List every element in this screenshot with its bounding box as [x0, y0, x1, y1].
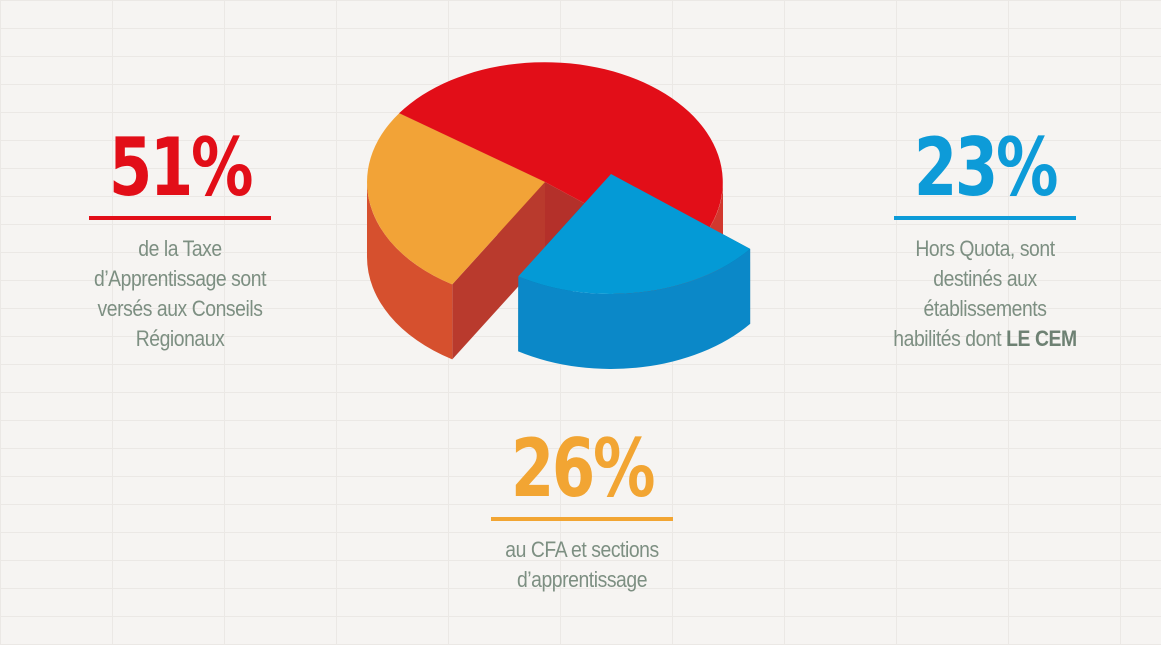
description-26: au CFA et sections d’apprentissage — [476, 535, 687, 595]
desc-line-last: habilités dont LE CEM — [877, 324, 1093, 354]
slice-top-1 — [518, 174, 751, 294]
desc-line: établissements — [923, 296, 1047, 321]
underline-23 — [894, 216, 1076, 220]
desc-line: Hors Quota, sont — [915, 236, 1055, 261]
slice-wall-2-0 — [452, 182, 545, 360]
desc-line: versés aux Conseils — [97, 296, 263, 321]
desc-line: au CFA et sections — [505, 537, 659, 562]
desc-line: destinés aux — [933, 266, 1037, 291]
percent-26: 26% — [510, 422, 656, 515]
slice-top-2 — [367, 113, 545, 285]
underline-51 — [89, 216, 271, 220]
desc-line: d’Apprentissage sont — [93, 266, 267, 291]
callout-23: 23% Hors Quota, sont destinés aux établi… — [862, 126, 1108, 354]
percent-23: 23% — [913, 121, 1059, 214]
callout-51: 51% de la Taxe d’Apprentissage sont vers… — [60, 126, 300, 354]
desc-line: Régionaux — [135, 326, 225, 351]
desc-line: de la Taxe — [138, 236, 222, 261]
callout-26: 26% au CFA et sections d’apprentissage — [462, 427, 702, 595]
desc-text: habilités dont — [893, 326, 1007, 351]
slice-side-1-0 — [518, 248, 751, 369]
description-23: Hors Quota, sont destinés aux établissem… — [877, 234, 1093, 354]
desc-line: d’apprentissage — [516, 567, 648, 592]
slice-side-2-0 — [367, 182, 453, 360]
percent-51: 51% — [108, 121, 254, 214]
desc-bold-text: LE CEM — [1006, 326, 1077, 351]
description-51: de la Taxe d’Apprentissage sont versés a… — [74, 234, 285, 354]
underline-26 — [491, 517, 673, 521]
